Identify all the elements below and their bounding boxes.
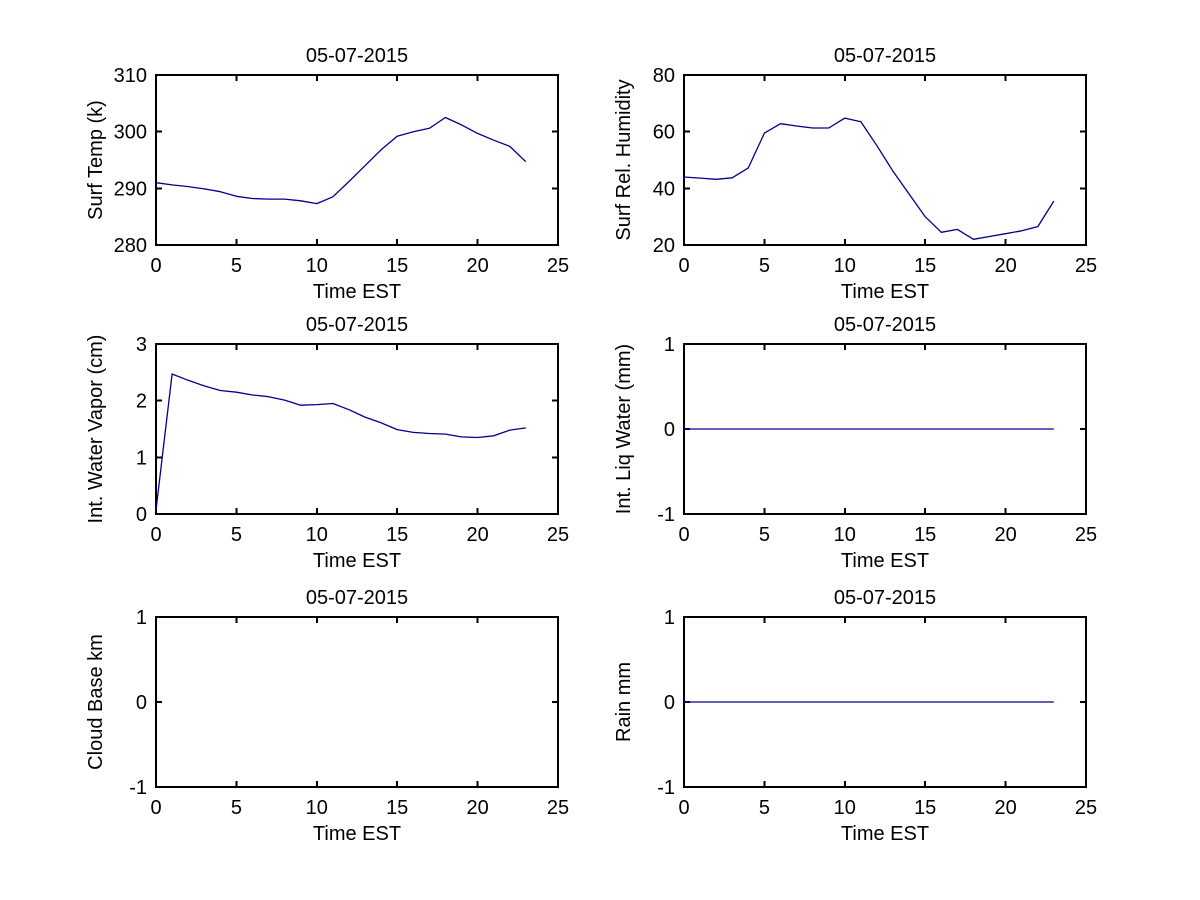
y-tick-label: 300 (114, 122, 147, 144)
subplot-int-water-vapor: 05-07-2015 Int. Water Vapor (cm) Time ES… (85, 314, 569, 572)
x-axis-label: Time EST (313, 281, 401, 303)
x-axis-label: Time EST (841, 823, 929, 845)
y-axis-label: Int. Water Vapor (cm) (85, 335, 107, 524)
x-tick-label: 5 (759, 797, 770, 819)
x-tick-label: 5 (231, 797, 242, 819)
y-tick-label: 80 (653, 65, 675, 87)
y-tick-label: 1 (664, 334, 675, 356)
subplot-rain: 05-07-2015 Rain mm Time EST 0 5 10 15 20 25-1… (613, 587, 1097, 845)
y-tick-label: 3 (136, 334, 147, 356)
y-tick-label: -1 (657, 504, 675, 526)
x-tick-label: 20 (994, 524, 1016, 546)
x-tick-label: 5 (759, 255, 770, 277)
y-tick-label: 20 (653, 235, 675, 257)
plot-title: 05-07-2015 (834, 587, 936, 609)
plot-title: 05-07-2015 (306, 45, 408, 67)
x-tick-label: 20 (994, 797, 1016, 819)
x-axis-label: Time EST (841, 550, 929, 572)
plot-title: 05-07-2015 (834, 45, 936, 67)
y-tick-label: 1 (136, 447, 147, 469)
x-tick-label: 10 (834, 797, 856, 819)
x-tick-label: 25 (547, 797, 569, 819)
x-axis-label: Time EST (313, 823, 401, 845)
x-tick-label: 10 (834, 524, 856, 546)
x-tick-label: 0 (150, 797, 161, 819)
subplot-surf-temp: 05-07-2015 Surf Temp (k) Time EST 0 5 10 15… (85, 45, 570, 303)
y-tick-label: 1 (136, 607, 147, 629)
x-tick-label: 15 (386, 255, 408, 277)
data-line (683, 117, 1055, 240)
y-tick-label: 0 (136, 692, 147, 714)
x-tick-label: 10 (306, 797, 328, 819)
x-tick-label: 10 (834, 255, 856, 277)
x-tick-label: 10 (306, 255, 328, 277)
x-tick-label: 25 (1075, 255, 1097, 277)
plot-area: 0 5 10 15 20 25 280 290 300 310 (114, 65, 570, 277)
x-tick-label: 15 (914, 797, 936, 819)
plot-area: 0 5 10 15 20 25-101 (129, 607, 569, 819)
y-axis-label: Int. Liq Water (mm) (613, 344, 635, 514)
plot-area: 0 5 10 15 20 25-101 (657, 334, 1097, 546)
plot-box (155, 343, 559, 515)
x-tick-label: 10 (306, 524, 328, 546)
x-tick-label: 15 (386, 797, 408, 819)
x-tick-label: 0 (678, 255, 689, 277)
subplot-surf-rel-humidity: 05-07-2015 Surf Rel. Humidity Time EST 0… (613, 45, 1097, 303)
plot-area: 0 5 10 15 20 25 20 40 60 80 (653, 65, 1097, 277)
x-axis-label: Time EST (313, 550, 401, 572)
x-tick-label: 20 (994, 255, 1016, 277)
x-tick-label: 25 (1075, 797, 1097, 819)
y-tick-label: 0 (664, 692, 675, 714)
y-tick-label: 40 (653, 178, 675, 200)
x-tick-label: 20 (466, 524, 488, 546)
plot-area: 0 5 10 15 20 25 0 1 2 3 (136, 334, 569, 546)
y-axis-label: Surf Temp (k) (85, 100, 107, 220)
subplot-cloud-base: 05-07-2015 Cloud Base km Time EST 0 5 10 15… (85, 587, 569, 845)
y-tick-label: -1 (129, 777, 147, 799)
data-line (155, 373, 526, 511)
x-tick-label: 0 (678, 797, 689, 819)
y-tick-label: 0 (664, 419, 675, 441)
plot-box (683, 74, 1087, 246)
x-tick-label: 15 (914, 255, 936, 277)
y-tick-label: -1 (657, 777, 675, 799)
x-axis-label: Time EST (841, 281, 929, 303)
y-tick-label: 310 (114, 65, 147, 87)
y-tick-label: 1 (664, 607, 675, 629)
x-tick-label: 0 (150, 255, 161, 277)
plot-title: 05-07-2015 (834, 314, 936, 336)
x-tick-label: 25 (547, 255, 569, 277)
subplot-int-liq-water: 05-07-2015 Int. Liq Water (mm) Time EST … (613, 314, 1097, 572)
x-tick-label: 20 (466, 255, 488, 277)
x-tick-label: 15 (914, 524, 936, 546)
x-tick-label: 25 (1075, 524, 1097, 546)
y-axis-label: Rain mm (613, 662, 635, 742)
y-axis-label: Cloud Base km (85, 634, 107, 770)
x-tick-label: 20 (466, 797, 488, 819)
x-tick-label: 5 (231, 255, 242, 277)
plot-title: 05-07-2015 (306, 587, 408, 609)
plot-title: 05-07-2015 (306, 314, 408, 336)
x-tick-label: 15 (386, 524, 408, 546)
plot-box (155, 74, 559, 246)
x-tick-label: 0 (678, 524, 689, 546)
plot-area: 0 5 10 15 20 25-101 (657, 607, 1097, 819)
plot-box (155, 616, 559, 788)
x-tick-label: 5 (759, 524, 770, 546)
y-tick-label: 2 (136, 391, 147, 413)
data-line (155, 116, 527, 205)
x-tick-label: 0 (150, 524, 161, 546)
y-tick-label: 0 (136, 504, 147, 526)
x-tick-label: 5 (231, 524, 242, 546)
y-axis-label: Surf Rel. Humidity (613, 79, 635, 240)
y-tick-label: 290 (114, 178, 147, 200)
y-tick-label: 280 (114, 235, 147, 257)
y-tick-label: 60 (653, 122, 675, 144)
x-tick-label: 25 (547, 524, 569, 546)
